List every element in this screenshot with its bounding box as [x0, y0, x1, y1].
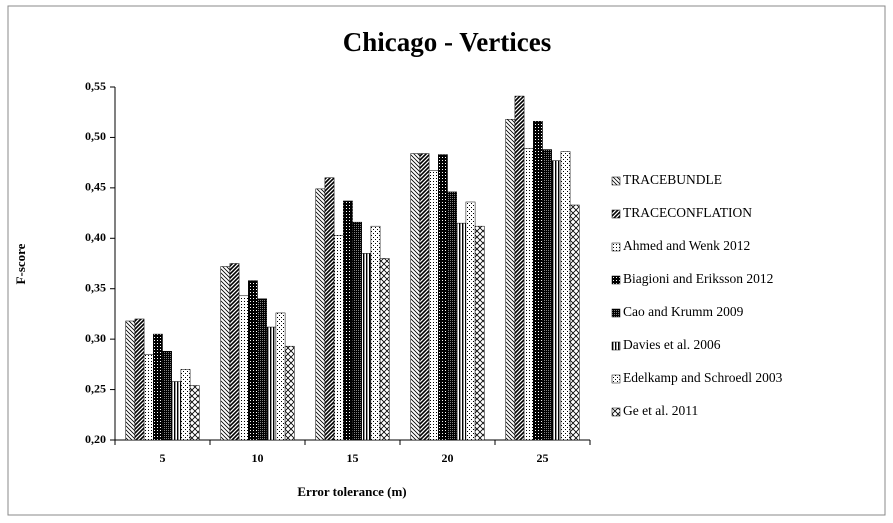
- legend-label: TRACEBUNDLE: [623, 172, 722, 187]
- bar: [438, 154, 448, 441]
- legend-swatch: [611, 341, 621, 351]
- bar: [220, 266, 231, 441]
- bar: [171, 381, 182, 441]
- legend-swatch: [611, 209, 621, 219]
- bar: [143, 354, 154, 441]
- legend-swatch: [611, 374, 621, 384]
- bar: [456, 222, 467, 441]
- bar: [569, 204, 580, 441]
- legend-label: Biagioni and Eriksson 2012: [623, 271, 773, 286]
- y-tick-label: 0,20: [85, 432, 106, 446]
- bar: [238, 295, 249, 441]
- x-tick-label: 15: [347, 451, 359, 465]
- y-tick-label: 0,30: [85, 331, 106, 345]
- bar: [352, 221, 362, 441]
- bar: [533, 121, 543, 441]
- bar: [248, 280, 258, 441]
- legend-label: TRACECONFLATION: [623, 205, 752, 220]
- bar: [153, 333, 163, 441]
- bar: [551, 160, 562, 441]
- bar: [474, 225, 485, 441]
- bar: [180, 369, 191, 441]
- bar: [505, 119, 516, 441]
- bar: [370, 225, 381, 441]
- bar: [343, 200, 353, 441]
- bar: [162, 350, 172, 441]
- bar: [379, 258, 390, 441]
- bar: [257, 298, 267, 441]
- x-axis-label: Error tolerance (m): [297, 484, 406, 499]
- bar: [266, 326, 277, 441]
- y-tick-label: 0,40: [85, 230, 106, 244]
- bar: [189, 385, 200, 441]
- legend-label: Ge et al. 2011: [623, 403, 698, 418]
- chart-title: Chicago - Vertices: [343, 27, 551, 57]
- bar: [419, 153, 430, 441]
- x-tick-label: 25: [537, 451, 549, 465]
- y-tick-label: 0,25: [85, 381, 106, 395]
- bar: [447, 191, 457, 441]
- y-axis-label: F-score: [13, 243, 28, 284]
- bar: [514, 95, 525, 441]
- bar: [125, 320, 136, 441]
- x-tick-label: 20: [442, 451, 454, 465]
- y-tick-label: 0,45: [85, 180, 106, 194]
- bar: [284, 345, 295, 441]
- legend-label: Davies et al. 2006: [623, 337, 721, 352]
- legend-swatch: [611, 407, 621, 417]
- x-tick-label: 5: [160, 451, 166, 465]
- bar: [465, 201, 476, 441]
- legend-swatch: [611, 275, 621, 285]
- bar: [523, 148, 534, 441]
- bar: [410, 153, 421, 441]
- bar: [275, 312, 286, 441]
- legend-label: Ahmed and Wenk 2012: [623, 238, 750, 253]
- legend-swatch: [611, 242, 621, 252]
- y-tick-label: 0,55: [85, 79, 106, 93]
- bar: [134, 318, 145, 441]
- y-tick-label: 0,50: [85, 129, 106, 143]
- x-tick-label: 10: [252, 451, 264, 465]
- bar: [428, 170, 439, 441]
- legend-label: Cao and Krumm 2009: [623, 304, 744, 319]
- bar: [560, 151, 571, 441]
- legend-label: Edelkamp and Schroedl 2003: [623, 370, 783, 385]
- y-tick-label: 0,35: [85, 280, 106, 294]
- bar: [361, 253, 372, 441]
- bar: [324, 177, 335, 441]
- bar: [542, 149, 552, 441]
- legend-swatch: [611, 176, 621, 186]
- bar: [333, 235, 344, 441]
- bar: [315, 188, 326, 441]
- legend-swatch: [611, 308, 621, 318]
- bar: [229, 263, 240, 441]
